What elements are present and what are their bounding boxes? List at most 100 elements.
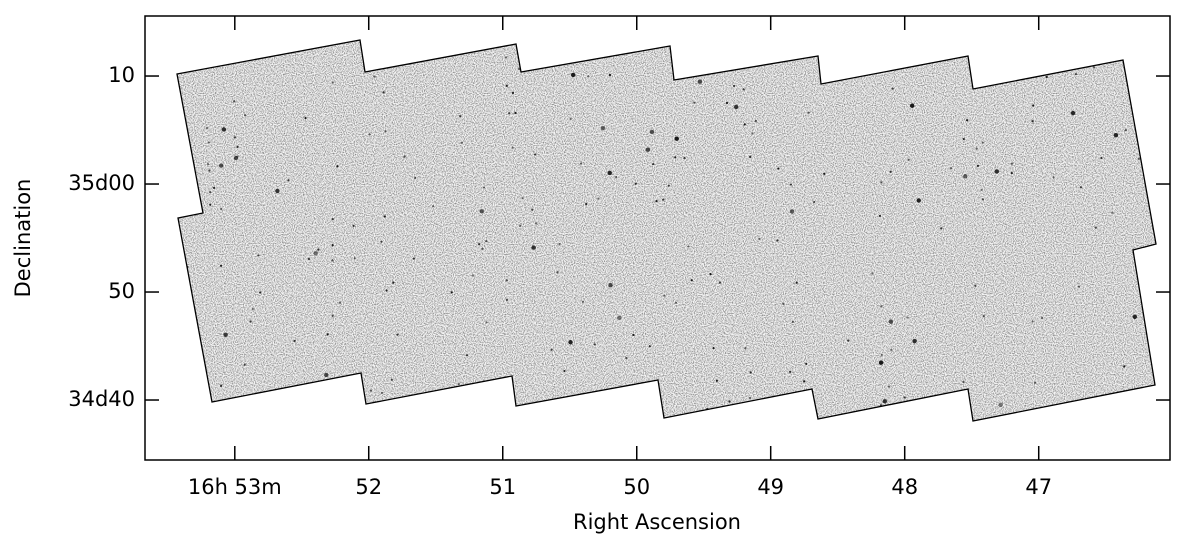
star: [326, 333, 329, 336]
star: [949, 167, 953, 170]
star: [1052, 176, 1055, 179]
star: [776, 239, 779, 242]
star: [593, 343, 596, 346]
star: [690, 279, 693, 282]
star: [956, 50, 959, 53]
star: [373, 75, 376, 78]
star: [743, 123, 746, 126]
star: [485, 321, 488, 324]
star: [823, 172, 826, 175]
star: [894, 66, 897, 69]
star: [392, 281, 395, 284]
star: [617, 315, 622, 321]
star: [514, 111, 517, 115]
star: [795, 281, 798, 284]
star: [728, 400, 731, 403]
star: [383, 215, 386, 218]
star: [1163, 197, 1165, 199]
star: [1079, 186, 1083, 189]
star: [199, 407, 202, 410]
star: [912, 338, 917, 344]
star: [478, 243, 481, 246]
star: [369, 389, 373, 392]
star: [519, 224, 522, 227]
star: [687, 245, 690, 248]
star: [317, 248, 320, 251]
x-tick-label: 52: [355, 475, 382, 499]
star: [403, 155, 406, 158]
star: [556, 271, 559, 274]
star: [307, 257, 311, 261]
star: [233, 155, 239, 161]
star: [901, 62, 904, 65]
star: [338, 301, 342, 304]
y-tick-label: 10: [108, 63, 135, 87]
star: [209, 191, 212, 194]
star: [906, 316, 909, 319]
star: [751, 132, 754, 135]
star: [199, 385, 202, 388]
star: [925, 399, 928, 402]
star: [569, 117, 572, 121]
star: [545, 411, 548, 414]
star: [887, 385, 891, 388]
star: [585, 202, 588, 206]
star: [505, 298, 509, 301]
sky-image: [177, 40, 1165, 421]
star: [634, 182, 637, 185]
star: [568, 340, 573, 345]
y-axis-label: Declination: [11, 179, 35, 298]
star: [548, 408, 553, 414]
star: [674, 136, 679, 141]
star: [1033, 381, 1037, 384]
star: [805, 362, 808, 366]
star: [212, 186, 216, 189]
star: [818, 40, 821, 43]
star: [889, 170, 892, 173]
star: [558, 243, 561, 246]
x-tick-label: 48: [891, 475, 918, 499]
star: [976, 164, 980, 167]
star: [663, 294, 666, 297]
star: [206, 162, 210, 166]
star: [482, 186, 486, 189]
y-tick-label: 34d40: [68, 387, 135, 411]
star: [287, 179, 290, 182]
star: [791, 320, 795, 323]
star: [880, 353, 883, 357]
star: [940, 227, 943, 230]
star: [697, 79, 703, 84]
star: [465, 354, 469, 357]
star: [259, 291, 262, 294]
star: [763, 408, 767, 411]
star: [505, 279, 508, 282]
star: [1100, 156, 1103, 160]
star: [424, 52, 427, 56]
star: [293, 339, 296, 343]
star: [652, 162, 655, 166]
star: [207, 141, 210, 144]
star: [209, 203, 212, 206]
star: [891, 87, 894, 90]
star: [481, 247, 484, 250]
star: [958, 417, 961, 420]
star: [903, 396, 906, 399]
star: [579, 162, 583, 165]
star: [645, 147, 651, 152]
star: [865, 64, 868, 67]
star: [733, 104, 739, 110]
star: [220, 207, 223, 211]
star: [667, 184, 670, 187]
star: [888, 319, 894, 324]
star: [674, 156, 677, 159]
star: [890, 348, 893, 351]
y-tick-label: 35d00: [68, 171, 135, 195]
star: [758, 237, 761, 240]
star: [236, 145, 239, 148]
star: [1045, 75, 1048, 79]
star: [789, 370, 792, 373]
mosaic-outline: [176, 39, 1157, 422]
star: [1092, 66, 1096, 69]
star: [674, 301, 678, 304]
star: [625, 356, 628, 360]
